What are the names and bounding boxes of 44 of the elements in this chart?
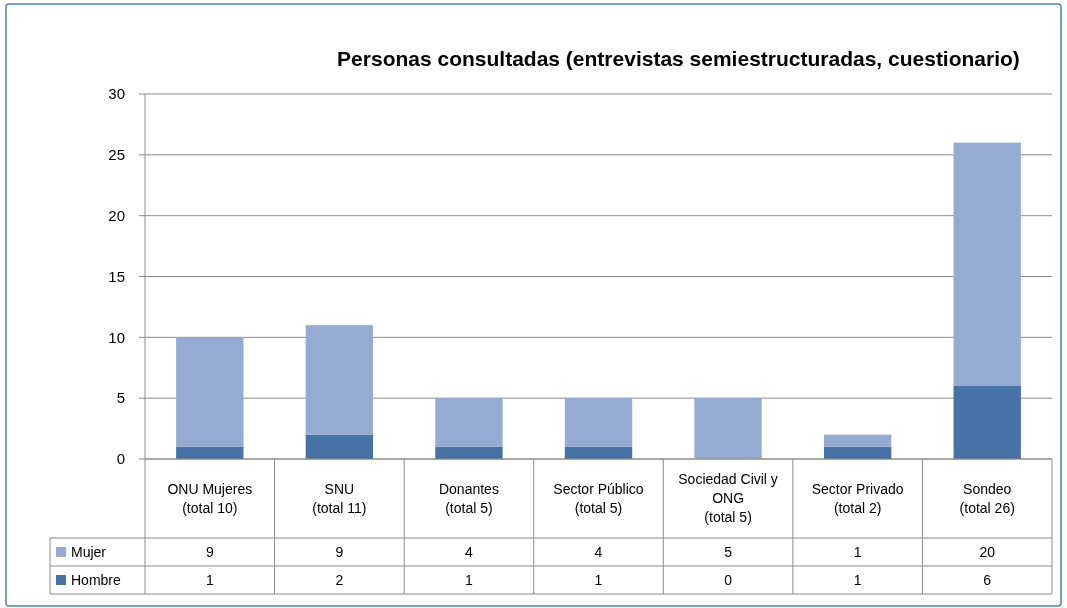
legend-label: Mujer (71, 543, 107, 560)
data-label: 1 (853, 571, 862, 588)
y-tick-label: 10 (108, 328, 125, 346)
bar (564, 446, 633, 459)
bar (176, 446, 244, 459)
legend-label: Hombre (71, 571, 122, 588)
bar (953, 386, 1021, 459)
bar (953, 142, 1021, 386)
bar (305, 434, 374, 459)
data-label: 6 (983, 571, 992, 588)
bar (564, 398, 633, 447)
data-label: 20 (979, 543, 996, 560)
x-tick-label: SNU (total 11) (312, 480, 367, 516)
y-tick-label: 30 (108, 85, 125, 103)
data-label: 5 (724, 543, 733, 560)
data-label: 9 (335, 543, 344, 560)
data-label: 1 (465, 571, 474, 588)
bar (305, 325, 374, 435)
data-label: 4 (465, 543, 474, 560)
x-tick-label: Sector Público (total 5) (553, 480, 644, 516)
y-tick-label: 20 (108, 206, 125, 224)
data-label: 1 (205, 571, 214, 588)
y-tick-label: 15 (108, 267, 125, 285)
bar (823, 434, 892, 447)
bar (823, 446, 892, 459)
data-label: 0 (724, 571, 733, 588)
x-tick-label: Sondeo (total 26) (959, 480, 1015, 516)
bar (435, 398, 503, 447)
data-label: 1 (853, 543, 862, 560)
bar (694, 398, 762, 459)
x-tick-label: Donantes (total 5) (438, 480, 499, 516)
y-tick-label: 25 (108, 146, 125, 164)
bar (435, 446, 503, 459)
data-label: 2 (335, 571, 344, 588)
y-tick-label: 0 (116, 450, 125, 468)
data-label: 1 (594, 571, 603, 588)
x-tick-label: Sector Privado (total 2) (811, 480, 904, 516)
chart-title: Personas consultadas (entrevistas semiestructuradas, cuestionario) (337, 47, 1020, 70)
data-label: 9 (205, 543, 214, 560)
data-label: 4 (594, 543, 603, 560)
bar (176, 337, 244, 447)
y-tick-label: 5 (116, 389, 125, 407)
x-tick-label: Sociedad Civil y ONG (total 5) (678, 471, 778, 526)
x-tick-label: ONU Mujeres (total 10) (167, 480, 253, 516)
